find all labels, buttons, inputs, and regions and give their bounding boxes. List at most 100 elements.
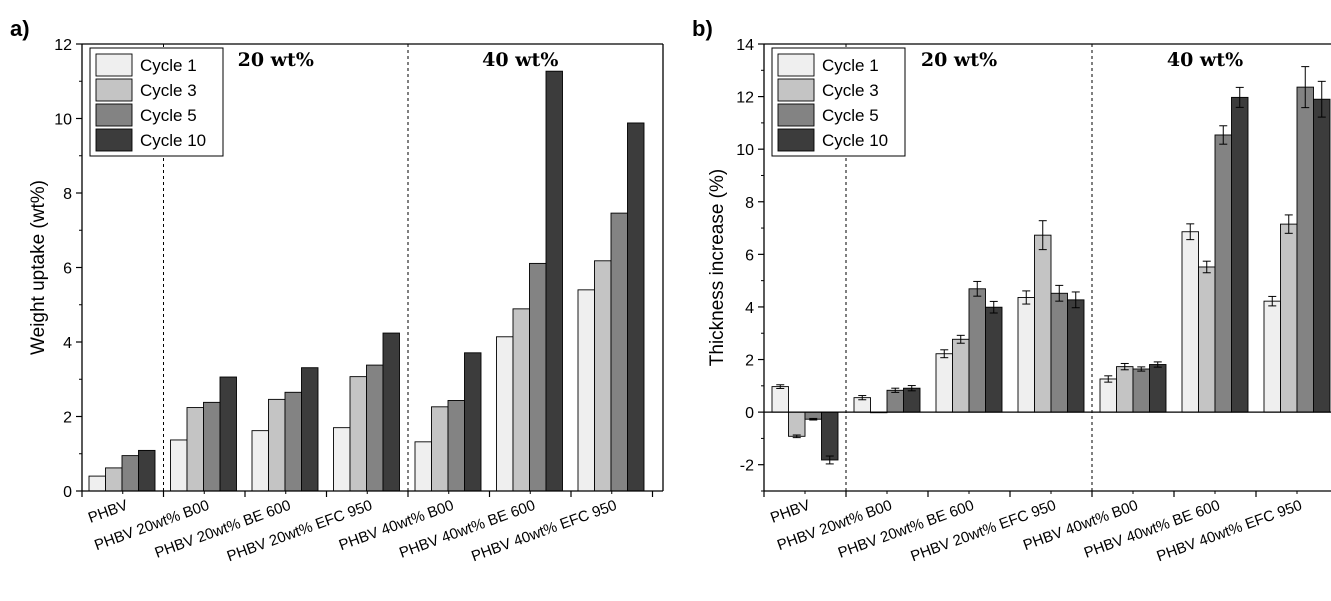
legend-swatch — [777, 128, 815, 152]
bar-cycle-5 — [284, 391, 302, 492]
bar-cycle-1 — [935, 353, 953, 413]
bar-cycle-1 — [1017, 297, 1035, 413]
y-tick-label: 0 — [63, 484, 72, 501]
chart-panel-a: a) Weight uptake (wt%) 20 wt% 40 wt% 0 2 4 6 8 10… — [10, 16, 664, 565]
legend-label: Cycle 10 — [822, 131, 888, 150]
bar-cycle-5 — [1214, 134, 1232, 413]
panel-label: a) — [10, 16, 30, 41]
bar-cycle-1 — [170, 439, 188, 492]
bar-cycle-3 — [186, 407, 204, 492]
bar-cycle-10 — [545, 70, 563, 492]
y-tick-label: 0 — [745, 405, 754, 422]
bar-cycle-5 — [1132, 368, 1150, 413]
bar-cycle-1 — [577, 289, 595, 492]
y-tick-label: 8 — [63, 186, 72, 203]
bar-cycle-3 — [594, 260, 612, 492]
x-tick-label: PHBV 20wt% EFC 950 — [225, 497, 375, 565]
y-tick-label: 10 — [54, 112, 72, 129]
legend-swatch — [777, 103, 815, 127]
legend-swatch — [95, 103, 133, 127]
bar-cycle-5 — [529, 262, 547, 492]
x-tick-label: PHBV 40wt% BE 600 — [397, 497, 538, 562]
bar-cycle-5 — [447, 400, 465, 492]
x-tick-label: PHBV — [86, 497, 130, 527]
bar-cycle-3 — [105, 467, 123, 492]
y-axis-label: Thickness increase (%) — [707, 169, 728, 366]
bar-cycle-5 — [121, 455, 139, 492]
x-tick-label: PHBV 40wt% BE 600 — [1082, 497, 1223, 562]
bar-cycle-3 — [1034, 234, 1052, 413]
y-tick-label: 8 — [745, 195, 754, 212]
bar-cycle-10 — [1067, 299, 1085, 413]
bar-cycle-5 — [886, 389, 904, 413]
bar-cycle-1 — [771, 386, 789, 413]
bar-cycle-10 — [219, 376, 237, 492]
x-tick-label: PHBV 20wt% BE 600 — [153, 497, 294, 562]
y-tick-label: 6 — [63, 261, 72, 278]
x-tick-label: PHBV 40wt% EFC 950 — [469, 497, 619, 565]
bar-cycle-1 — [496, 336, 514, 492]
bar-cycle-10 — [301, 367, 319, 492]
legend-swatch — [95, 78, 133, 102]
x-tick-label: PHBV 40wt% EFC 950 — [1154, 497, 1304, 565]
legend-label: Cycle 1 — [140, 56, 197, 75]
legend-swatch — [95, 128, 133, 152]
bar-cycle-5 — [366, 364, 384, 492]
bar-cycle-1 — [1263, 300, 1281, 413]
bar-cycle-10 — [627, 122, 645, 492]
x-tick-label: PHBV 20wt% BE 600 — [836, 497, 977, 562]
legend-label: Cycle 5 — [140, 106, 197, 125]
legend-swatch — [777, 53, 815, 77]
legend-label: Cycle 10 — [140, 131, 206, 150]
bar-cycle-10 — [1313, 98, 1331, 413]
bar-cycle-3 — [268, 398, 286, 492]
y-tick-label: 14 — [736, 37, 754, 54]
bar-cycle-3 — [952, 338, 970, 413]
chart-panel-b: b) Thickness increase (%) 20 wt% 40 wt% -2 0 2… — [692, 16, 1331, 565]
group-label: 40 wt% — [1167, 49, 1243, 71]
group-label: 40 wt% — [482, 49, 558, 71]
y-tick-label: 12 — [54, 37, 72, 54]
bar-cycle-10 — [903, 387, 921, 413]
legend-label: Cycle 3 — [140, 81, 197, 100]
y-axis-label: Weight uptake (wt%) — [28, 180, 49, 355]
legend: Cycle 1 Cycle 3 Cycle 5 Cycle 10 — [89, 47, 224, 157]
x-tick-label: PHBV — [768, 497, 812, 527]
bar-cycle-10 — [464, 352, 482, 492]
panel-label: b) — [692, 16, 713, 41]
y-tick-label: 6 — [745, 247, 754, 264]
bar-cycle-3 — [1198, 266, 1216, 413]
bar-cycle-5 — [610, 212, 628, 492]
bar-cycle-10 — [138, 449, 156, 492]
legend-label: Cycle 1 — [822, 56, 879, 75]
bar-cycle-10 — [1231, 96, 1249, 413]
y-tick-label: 2 — [745, 353, 754, 370]
bar-cycle-10 — [821, 411, 839, 461]
bar-cycle-3 — [1280, 223, 1298, 413]
legend-label: Cycle 3 — [822, 81, 879, 100]
bar-cycle-1 — [1099, 378, 1117, 413]
bar-cycle-10 — [382, 332, 400, 492]
bar-cycle-3 — [349, 376, 367, 492]
bar-cycle-1 — [1181, 231, 1199, 413]
x-tick-label: PHBV 20wt% EFC 950 — [908, 497, 1058, 565]
group-label: 20 wt% — [238, 49, 314, 71]
bar-cycle-3 — [788, 411, 806, 437]
bar-cycle-10 — [985, 306, 1003, 413]
bar-cycle-1 — [333, 427, 351, 492]
bar-cycle-10 — [1149, 364, 1167, 413]
y-tick-label: 12 — [736, 90, 754, 107]
legend-label: Cycle 5 — [822, 106, 879, 125]
y-tick-label: 4 — [63, 335, 72, 352]
bar-cycle-1 — [88, 475, 106, 492]
bar-cycle-5 — [1296, 86, 1314, 413]
y-tick-label: 10 — [736, 142, 754, 159]
bar-cycle-3 — [512, 308, 530, 492]
legend: Cycle 1 Cycle 3 Cycle 5 Cycle 10 — [771, 47, 906, 157]
group-label: 20 wt% — [921, 49, 997, 71]
bar-cycle-5 — [968, 288, 986, 413]
bar-cycle-5 — [203, 401, 221, 492]
bar-cycle-5 — [1050, 292, 1068, 413]
y-tick-label: 4 — [745, 300, 754, 317]
